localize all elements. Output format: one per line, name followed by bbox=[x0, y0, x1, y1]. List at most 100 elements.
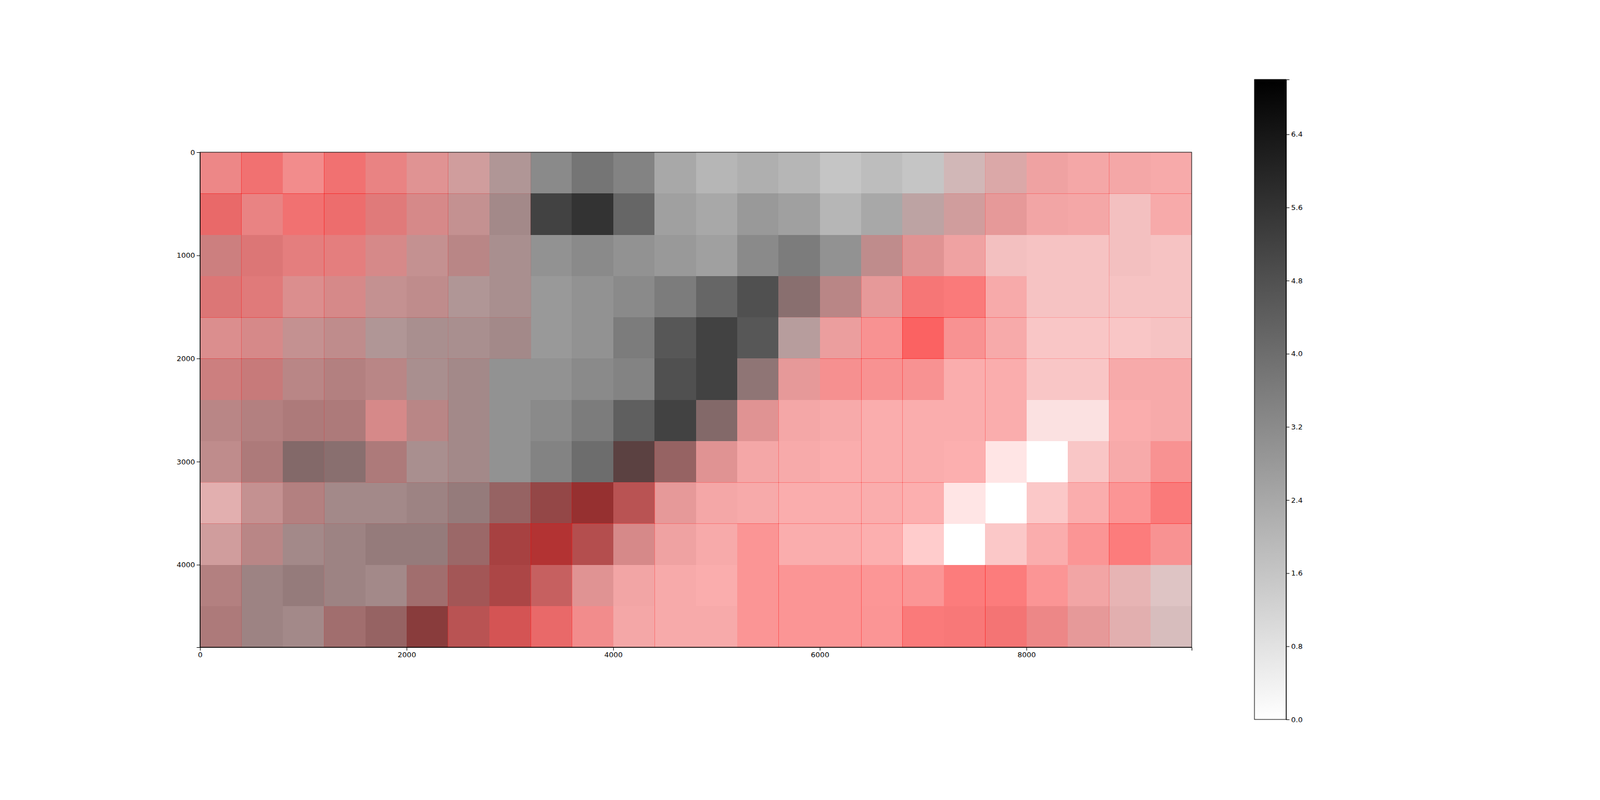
red-overlay bbox=[1108, 441, 1151, 483]
cell bbox=[406, 276, 449, 318]
red-overlay bbox=[985, 152, 1027, 194]
cell bbox=[1026, 317, 1069, 359]
cell bbox=[447, 400, 490, 442]
cell bbox=[737, 317, 779, 359]
cell bbox=[530, 482, 573, 524]
cell bbox=[447, 606, 490, 648]
red-overlay bbox=[613, 400, 655, 442]
cell bbox=[654, 235, 697, 277]
tick: 2000 bbox=[397, 647, 417, 659]
cell bbox=[820, 235, 862, 277]
red-overlay bbox=[902, 441, 944, 483]
cell bbox=[696, 276, 738, 318]
cell bbox=[820, 358, 862, 400]
cell bbox=[1067, 400, 1110, 442]
cell bbox=[820, 276, 862, 318]
tick: 0 bbox=[190, 148, 200, 157]
red-overlay bbox=[737, 358, 779, 400]
red-overlay bbox=[447, 152, 490, 194]
red-overlay bbox=[778, 400, 820, 442]
tick-mark bbox=[196, 358, 200, 359]
red-overlay bbox=[282, 235, 325, 277]
cell bbox=[571, 276, 614, 318]
red-overlay bbox=[1067, 565, 1110, 607]
red-overlay bbox=[489, 317, 532, 359]
cell bbox=[778, 193, 820, 235]
red-overlay bbox=[1150, 358, 1192, 400]
red-overlay bbox=[1150, 400, 1192, 442]
red-overlay bbox=[820, 565, 862, 607]
red-overlay bbox=[1026, 441, 1069, 483]
cell bbox=[406, 358, 449, 400]
red-overlay bbox=[200, 235, 242, 277]
red-overlay bbox=[530, 606, 573, 648]
cell bbox=[943, 482, 986, 524]
cell bbox=[241, 565, 283, 607]
cell bbox=[985, 606, 1027, 648]
cell bbox=[530, 235, 573, 277]
cell bbox=[696, 523, 738, 565]
red-overlay bbox=[571, 482, 614, 524]
cell bbox=[1067, 193, 1110, 235]
cell bbox=[820, 152, 862, 194]
red-overlay bbox=[200, 606, 242, 648]
red-overlay bbox=[323, 400, 366, 442]
cell bbox=[447, 358, 490, 400]
cell bbox=[323, 482, 366, 524]
tick-label: 0 bbox=[190, 148, 195, 157]
tick-mark bbox=[196, 255, 200, 257]
red-overlay bbox=[778, 565, 820, 607]
red-overlay bbox=[282, 358, 325, 400]
red-overlay bbox=[1067, 152, 1110, 194]
red-overlay bbox=[530, 565, 573, 607]
red-overlay bbox=[1026, 276, 1069, 318]
cell bbox=[1026, 276, 1069, 318]
cell bbox=[406, 606, 449, 648]
tick: 6.4 bbox=[1286, 130, 1303, 139]
red-overlay bbox=[530, 235, 573, 277]
cell bbox=[1026, 235, 1069, 277]
red-overlay bbox=[902, 523, 944, 565]
red-overlay bbox=[365, 235, 408, 277]
cell bbox=[737, 193, 779, 235]
red-overlay bbox=[737, 235, 779, 277]
red-overlay bbox=[571, 441, 614, 483]
tick-label: 2000 bbox=[176, 354, 195, 363]
red-overlay bbox=[1067, 606, 1110, 648]
red-overlay bbox=[323, 193, 366, 235]
tick-label: 4.0 bbox=[1291, 349, 1303, 358]
cell bbox=[571, 193, 614, 235]
cell bbox=[985, 358, 1027, 400]
cell bbox=[778, 358, 820, 400]
red-overlay bbox=[820, 358, 862, 400]
red-overlay bbox=[282, 523, 325, 565]
cell bbox=[1067, 235, 1110, 277]
cell bbox=[489, 400, 532, 442]
red-overlay bbox=[447, 400, 490, 442]
red-overlay bbox=[654, 276, 697, 318]
cell bbox=[696, 193, 738, 235]
red-overlay bbox=[489, 400, 532, 442]
cell bbox=[1150, 482, 1192, 524]
cell bbox=[1067, 276, 1110, 318]
cell bbox=[571, 523, 614, 565]
plot-area bbox=[200, 152, 1192, 648]
red-overlay bbox=[1067, 400, 1110, 442]
cell bbox=[200, 193, 242, 235]
cell bbox=[1067, 317, 1110, 359]
cell bbox=[943, 523, 986, 565]
red-overlay bbox=[1067, 317, 1110, 359]
red-overlay bbox=[778, 276, 820, 318]
red-overlay bbox=[323, 482, 366, 524]
cell bbox=[861, 317, 903, 359]
tick-mark bbox=[1286, 426, 1290, 428]
cell bbox=[943, 317, 986, 359]
red-overlay bbox=[200, 482, 242, 524]
red-overlay bbox=[1067, 441, 1110, 483]
cell bbox=[200, 276, 242, 318]
cell bbox=[1108, 441, 1151, 483]
red-overlay bbox=[654, 358, 697, 400]
red-overlay bbox=[282, 441, 325, 483]
red-overlay bbox=[406, 235, 449, 277]
cell bbox=[406, 523, 449, 565]
